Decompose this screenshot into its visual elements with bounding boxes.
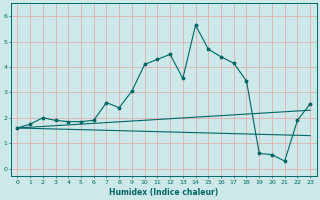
X-axis label: Humidex (Indice chaleur): Humidex (Indice chaleur) <box>109 188 218 197</box>
